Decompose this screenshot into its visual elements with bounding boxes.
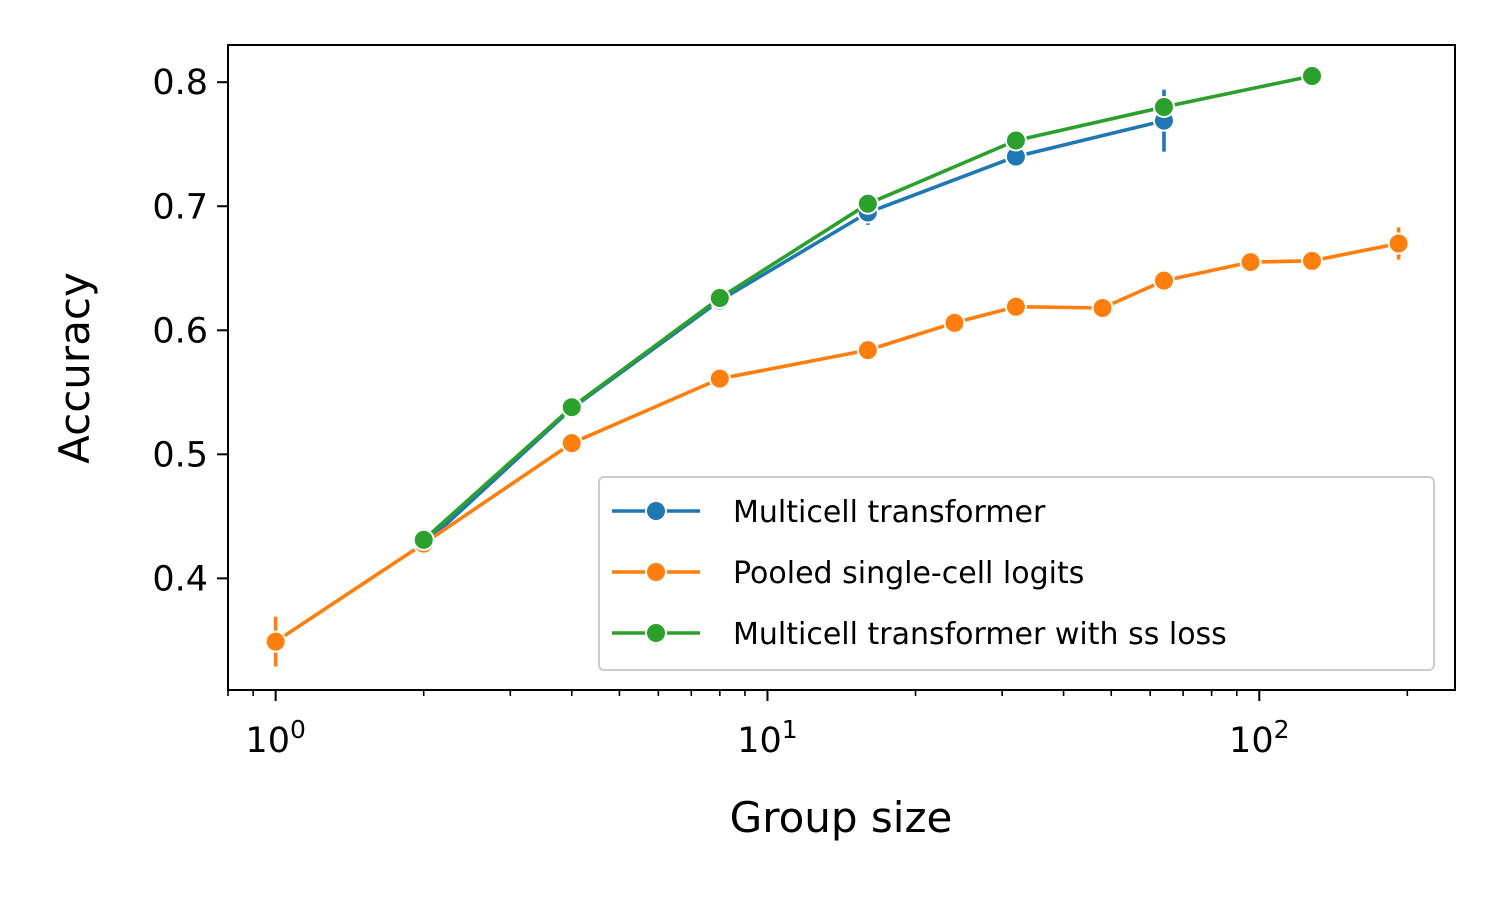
- legend-label: Multicell transformer with ss loss: [733, 617, 1227, 652]
- x-tick-label: 100: [245, 715, 305, 761]
- data-point: [264, 630, 287, 653]
- x-tick-label-exponent: 2: [1274, 715, 1290, 744]
- y-tick-label: 0.7: [152, 187, 208, 227]
- data-point: [1091, 296, 1114, 319]
- x-tick-label-exponent: 1: [782, 715, 798, 744]
- plot-frame: [227, 44, 1456, 691]
- x-tick-label: 102: [1229, 715, 1289, 761]
- data-point: [708, 287, 731, 310]
- legend-marker: [645, 622, 667, 644]
- legend-marker: [645, 500, 667, 522]
- x-tick-label-base: 10: [245, 721, 290, 761]
- data-point: [1152, 269, 1175, 292]
- data-point: [1387, 232, 1410, 255]
- x-tick-label-exponent: 0: [290, 715, 306, 744]
- y-tick-label: 0.6: [152, 311, 208, 351]
- x-axis-title: Group size: [730, 793, 953, 842]
- y-axis-title: Accuracy: [50, 272, 99, 464]
- y-tick-label: 0.4: [152, 559, 208, 599]
- data-point: [1239, 251, 1262, 274]
- x-tick-label-base: 10: [737, 721, 782, 761]
- plot-series: [264, 65, 1410, 667]
- data-point: [1004, 295, 1027, 318]
- legend-marker: [645, 561, 667, 583]
- data-point: [560, 432, 583, 455]
- legend: Multicell transformer Pooled single-cell …: [598, 476, 1435, 671]
- legend-item: Multicell transformer with ss loss: [612, 617, 1227, 652]
- y-tick-label: 0.8: [152, 63, 208, 103]
- data-point: [856, 339, 879, 362]
- legend-item: Pooled single-cell logits: [612, 556, 1084, 591]
- y-axis: 0.4 0.5 0.6 0.7 0.8: [152, 63, 228, 599]
- x-tick-label: 101: [737, 715, 797, 761]
- data-point: [943, 311, 966, 334]
- data-point: [560, 396, 583, 419]
- data-point: [1301, 249, 1324, 272]
- x-axis: 100 101 102: [245, 690, 1290, 761]
- x-tick-label-base: 10: [1229, 721, 1274, 761]
- data-point: [1004, 129, 1027, 152]
- series-multicell-transformer-with-ss-loss: [412, 65, 1324, 551]
- legend-item: Multicell transformer: [612, 495, 1046, 530]
- data-point: [856, 192, 879, 215]
- series-pooled-single-cell-logits: [264, 227, 1410, 667]
- legend-label: Multicell transformer: [733, 495, 1046, 530]
- legend-box: [598, 476, 1435, 671]
- y-tick-label: 0.5: [152, 435, 208, 475]
- data-point: [1152, 96, 1175, 119]
- data-point: [1301, 65, 1324, 88]
- legend-label: Pooled single-cell logits: [733, 556, 1084, 591]
- data-point: [708, 367, 731, 390]
- data-point: [412, 528, 435, 551]
